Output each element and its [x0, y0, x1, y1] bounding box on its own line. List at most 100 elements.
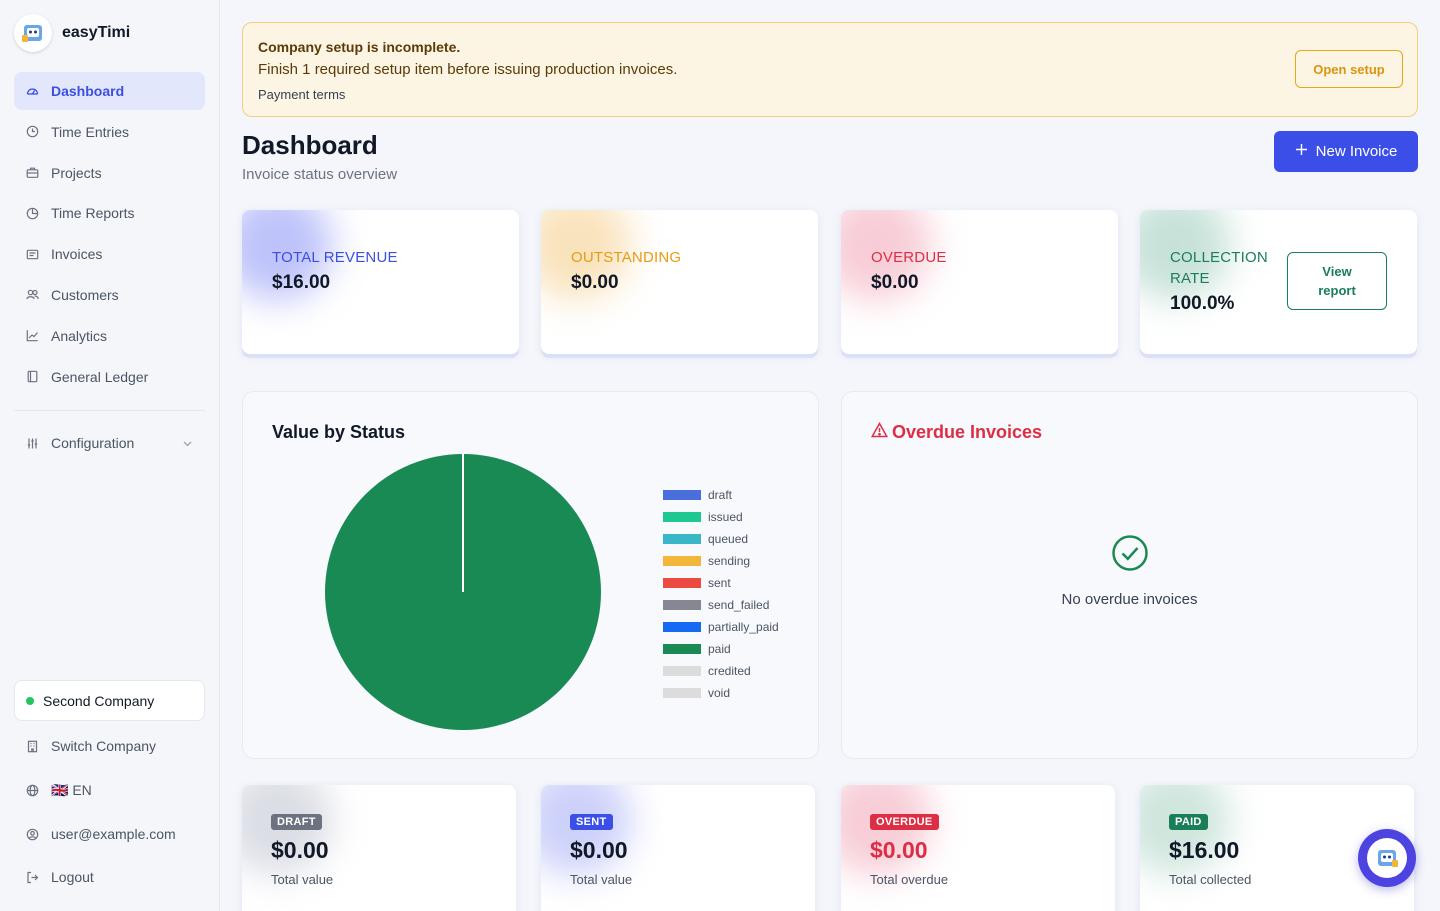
chevron-down-icon — [182, 436, 193, 452]
user-account[interactable]: user@example.com — [14, 817, 205, 851]
summary-card-draft: DRAFT $0.00 Total value — [242, 785, 516, 911]
legend-swatch — [663, 578, 701, 588]
switch-company-button[interactable]: Switch Company — [14, 729, 205, 763]
stat-card-outstanding: OUTSTANDING $0.00 — [541, 210, 818, 354]
legend-label: void — [708, 686, 731, 700]
overdue-title: Overdue Invoices — [870, 421, 1042, 443]
company-name: Second Company — [43, 692, 155, 709]
pie-chart-icon — [26, 207, 39, 220]
stat-value: $16.00 — [272, 272, 331, 293]
sidebar-item-label: Analytics — [51, 327, 108, 344]
legend-label: draft — [708, 488, 733, 502]
sidebar-item-analytics[interactable]: Analytics — [14, 317, 205, 355]
stat-label: OVERDUE — [871, 249, 947, 266]
legend-item-send_failed[interactable]: send_failed — [663, 594, 779, 616]
stat-card-collection-rate: COLLECTION RATE 100.0% View report — [1140, 210, 1417, 354]
switch-company-label: Switch Company — [51, 738, 157, 754]
current-company[interactable]: Second Company — [14, 680, 205, 721]
page-subtitle: Invoice status overview — [242, 166, 398, 183]
language-label: 🇬🇧 EN — [51, 781, 92, 798]
status-badge: DRAFT — [271, 814, 322, 830]
legend-item-queued[interactable]: queued — [663, 528, 779, 550]
legend-label: sending — [708, 554, 751, 568]
legend-swatch — [663, 490, 701, 500]
page-title: Dashboard — [242, 130, 378, 160]
legend-item-issued[interactable]: issued — [663, 506, 779, 528]
clock-icon — [26, 125, 39, 138]
sidebar-item-time-reports[interactable]: Time Reports — [14, 194, 205, 232]
sidebar: easyTimi Dashboard Time Entries Projects… — [0, 0, 220, 911]
status-badge: SENT — [570, 814, 613, 830]
legend-item-void[interactable]: void — [663, 682, 779, 704]
legend-label: queued — [708, 532, 749, 546]
brand[interactable]: easyTimi — [14, 14, 130, 52]
stat-value: $0.00 — [871, 272, 919, 293]
sidebar-item-projects[interactable]: Projects — [14, 154, 205, 192]
stat-card-total-revenue: TOTAL REVENUE $16.00 — [242, 210, 519, 354]
company-status-dot — [26, 696, 34, 705]
value-by-status-panel: Value by Status draft issued queued sending… — [242, 391, 819, 759]
stat-card-overdue: OVERDUE $0.00 — [841, 210, 1118, 354]
logout-label: Logout — [51, 869, 94, 885]
gauge-icon — [26, 85, 39, 98]
mascot-icon — [1378, 850, 1398, 867]
summary-caption: Total value — [271, 872, 334, 887]
sidebar-item-time-entries[interactable]: Time Entries — [14, 113, 205, 151]
sidebar-item-dashboard[interactable]: Dashboard — [14, 72, 205, 110]
overdue-invoices-panel: Overdue Invoices No overdue invoices — [841, 391, 1418, 759]
legend-label: paid — [708, 642, 731, 656]
legend-swatch — [663, 688, 701, 698]
sidebar-item-invoices[interactable]: Invoices — [14, 235, 205, 273]
sidebar-nav: Dashboard Time Entries Projects Time Rep… — [14, 72, 205, 398]
sidebar-item-label: Dashboard — [51, 83, 125, 99]
check-circle-icon — [1111, 534, 1149, 577]
summary-caption: Total collected — [1169, 872, 1252, 887]
new-invoice-button[interactable]: New Invoice — [1274, 131, 1418, 172]
mascot-icon — [22, 25, 42, 42]
sidebar-item-label: Customers — [51, 286, 119, 303]
status-badge: OVERDUE — [870, 814, 939, 830]
logout-icon — [26, 871, 39, 884]
summary-caption: Total value — [570, 872, 633, 887]
legend-swatch — [663, 534, 701, 544]
summary-caption: Total overdue — [870, 872, 949, 887]
legend-item-credited[interactable]: credited — [663, 660, 779, 682]
sidebar-item-configuration[interactable]: Configuration — [14, 424, 205, 462]
brand-logo — [14, 14, 52, 52]
legend-swatch — [663, 512, 701, 522]
legend-item-paid[interactable]: paid — [663, 638, 779, 660]
alert-text: Finish 1 required setup item before issu… — [258, 61, 678, 78]
view-report-button[interactable]: View report — [1287, 252, 1387, 310]
open-setup-button[interactable]: Open setup — [1295, 50, 1403, 88]
stat-label: TOTAL REVENUE — [272, 249, 398, 266]
logout-button[interactable]: Logout — [14, 860, 205, 894]
status-badge: PAID — [1169, 814, 1208, 830]
legend-label: issued — [708, 510, 743, 524]
book-icon — [26, 370, 39, 383]
assistant-avatar — [1367, 838, 1407, 878]
empty-state-text: No overdue invoices — [1061, 591, 1198, 608]
briefcase-icon — [26, 166, 39, 179]
status-pie-chart — [325, 454, 601, 730]
sidebar-item-general-ledger[interactable]: General Ledger — [14, 358, 205, 396]
sidebar-item-label: Time Reports — [51, 205, 135, 222]
trend-chart-icon — [26, 329, 39, 342]
legend-item-partially_paid[interactable]: partially_paid — [663, 616, 779, 638]
legend-swatch — [663, 644, 701, 654]
sidebar-item-customers[interactable]: Customers — [14, 276, 205, 314]
receipt-icon — [26, 248, 39, 261]
alert-title: Company setup is incomplete. — [258, 39, 461, 55]
legend-item-sent[interactable]: sent — [663, 572, 779, 594]
summary-card-overdue: OVERDUE $0.00 Total overdue — [841, 785, 1115, 911]
view-report-label: View report — [1318, 264, 1356, 298]
legend-swatch — [663, 556, 701, 566]
building-icon — [26, 740, 39, 753]
language-selector[interactable]: 🇬🇧 EN — [14, 773, 205, 807]
legend-item-sending[interactable]: sending — [663, 550, 779, 572]
legend-label: sent — [708, 576, 731, 590]
assistant-fab[interactable] — [1358, 829, 1416, 887]
legend-label: send_failed — [708, 598, 770, 612]
legend-item-draft[interactable]: draft — [663, 484, 779, 506]
legend-swatch — [663, 600, 701, 610]
